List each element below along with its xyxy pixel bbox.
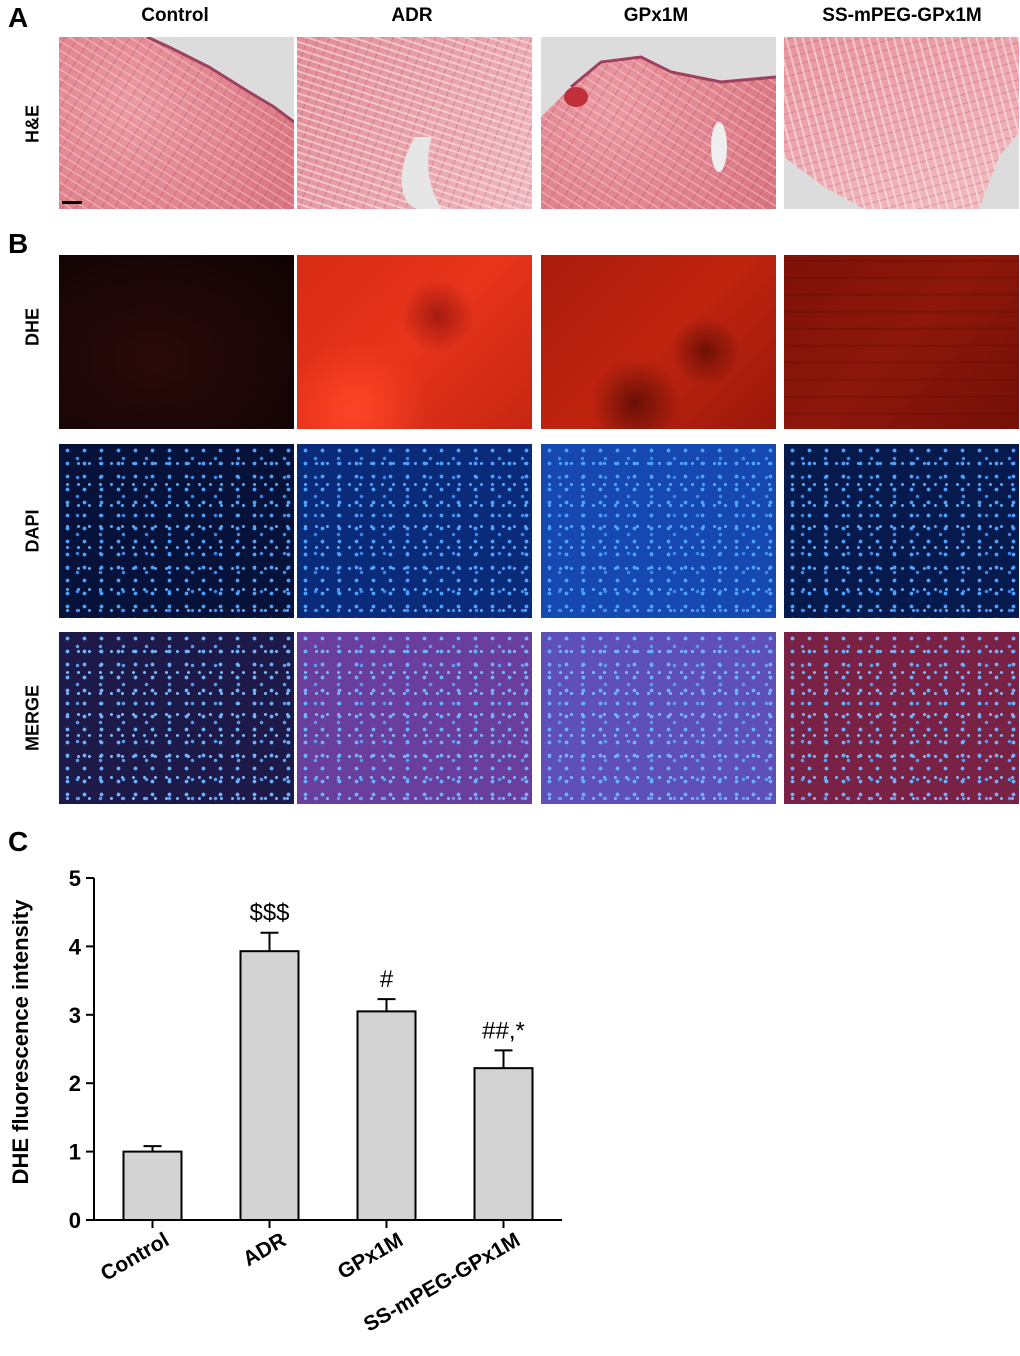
dapi-image-adr <box>297 444 532 618</box>
column-header-ss-mpeg-gpx1m: SS-mPEG-GPx1M <box>822 5 982 26</box>
x-tick-label: Control <box>97 1228 173 1285</box>
row-label-he: H&E <box>22 104 43 144</box>
y-tick-label: 1 <box>69 1140 81 1165</box>
bar-adr <box>239 950 300 1222</box>
y-tick-label: 2 <box>69 1071 81 1096</box>
bar-chart: DHE fluorescence intensity 0 1 2 3 4 5 $$$ # ##… <box>8 866 562 1336</box>
he-image-gpx1m <box>541 37 776 209</box>
panel-letter-a: A <box>8 2 29 33</box>
column-header-control: Control <box>141 5 209 26</box>
row-label-dhe: DHE <box>22 307 43 347</box>
x-tick-label: GPx1M <box>334 1228 407 1284</box>
bar-control <box>122 1150 183 1222</box>
y-tick-label: 4 <box>69 934 82 959</box>
panel-letter-b: B <box>8 228 29 259</box>
y-tick-label: 3 <box>69 1003 81 1028</box>
chart-bars: $$$ # ##,* <box>122 900 534 1222</box>
y-tick-label: 0 <box>69 1208 81 1233</box>
significance-label: # <box>380 966 394 993</box>
he-image-control <box>59 37 294 209</box>
significance-label: $$$ <box>249 900 289 927</box>
bar-ss-mpeg-gpx1m <box>473 1067 534 1221</box>
dhe-image-ss-mpeg-gpx1m <box>784 255 1019 429</box>
merge-image-adr <box>297 632 532 804</box>
y-tick-label: 5 <box>69 866 81 891</box>
bar-gpx1m <box>356 1010 417 1221</box>
he-image-ss-mpeg-gpx1m <box>784 37 1019 209</box>
column-header-adr: ADR <box>391 5 433 26</box>
significance-label: ##,* <box>482 1017 525 1044</box>
dhe-image-adr <box>297 255 532 429</box>
y-axis-label: DHE fluorescence intensity <box>8 899 33 1185</box>
he-image-adr <box>297 37 532 209</box>
x-tick-label: ADR <box>239 1228 290 1271</box>
row-label-merge: MERGE <box>22 684 43 752</box>
dapi-image-ss-mpeg-gpx1m <box>784 444 1019 618</box>
dapi-image-control <box>59 444 294 618</box>
merge-image-control <box>59 632 294 804</box>
dhe-image-gpx1m <box>541 255 776 429</box>
scale-bar <box>62 201 82 204</box>
merge-image-gpx1m <box>541 632 776 804</box>
row-label-dapi: DAPI <box>22 509 43 553</box>
chart-axes: 0 1 2 3 4 5 <box>69 866 562 1233</box>
dhe-image-control <box>59 255 294 429</box>
column-header-gpx1m: GPx1M <box>623 5 689 26</box>
merge-image-ss-mpeg-gpx1m <box>784 632 1019 804</box>
panel-letter-c: C <box>8 826 29 857</box>
dapi-image-gpx1m <box>541 444 776 618</box>
